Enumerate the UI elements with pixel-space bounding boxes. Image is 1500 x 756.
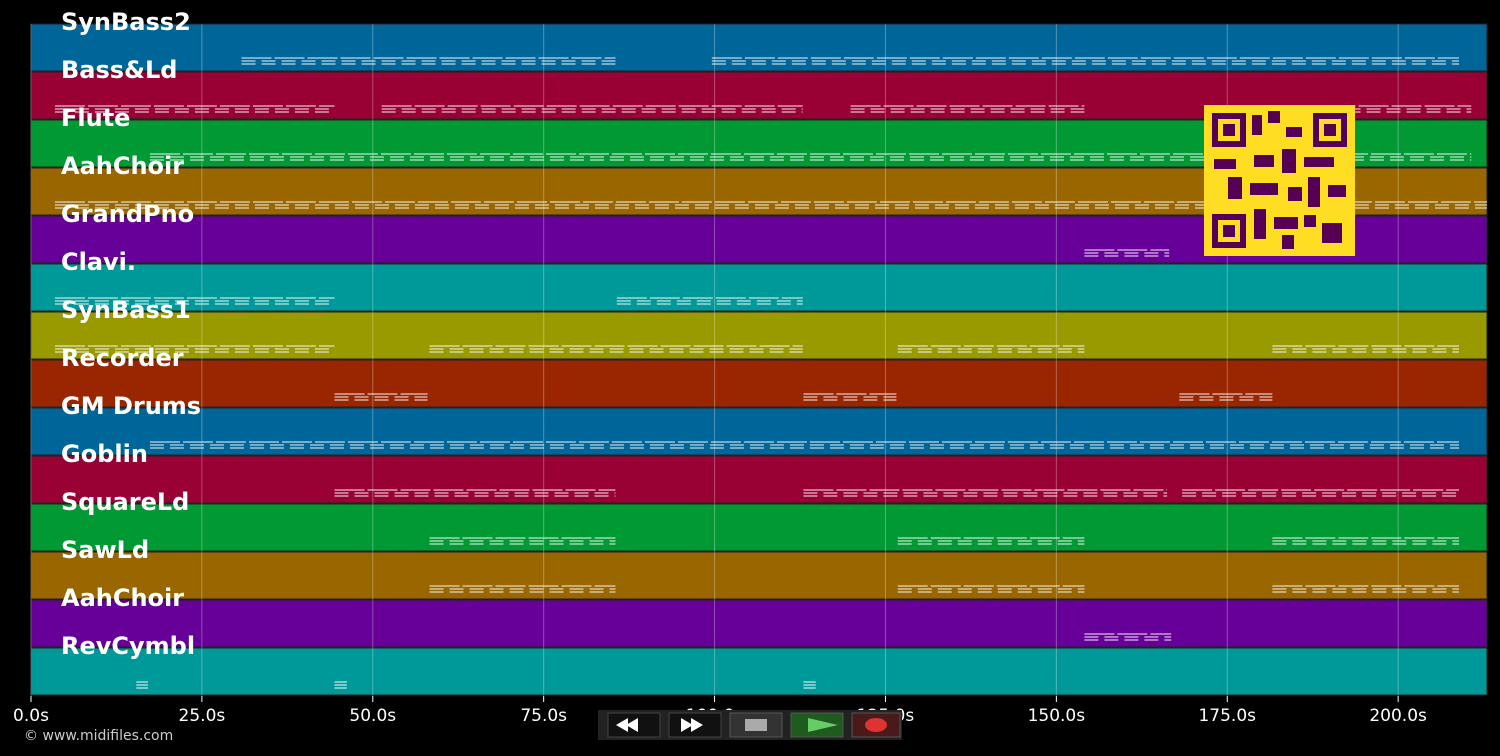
track-row [30,23,1488,72]
tick-label: 75.0s [520,706,567,726]
track-name: GrandPno [61,200,194,228]
track-name: SynBass2 [61,8,191,36]
track-name: SawLd [61,536,149,564]
tick-label: 25.0s [179,706,226,726]
track-row [30,551,1488,600]
track-name: AahChoir [61,152,184,180]
track-name: AahChoir [61,584,184,612]
stop-button[interactable] [729,712,783,738]
track-name: RevCymbl [61,632,195,660]
track-row [30,599,1488,648]
tick-label: 0.0s [13,706,49,726]
track-row [30,311,1488,360]
track-row [30,263,1488,312]
track-name: SquareLd [61,488,189,516]
track-name: Recorder [61,344,184,372]
record-button[interactable] [851,712,901,738]
track-name: Goblin [61,440,148,468]
track-name: Bass&Ld [61,56,177,84]
track-row [30,503,1488,552]
track-row [30,407,1488,456]
track-row [30,359,1488,408]
tick-label: 175.0s [1198,706,1256,726]
transport-controls [598,710,902,740]
tick-label: 50.0s [349,706,396,726]
play-button[interactable] [790,712,844,738]
forward-button[interactable] [668,712,722,738]
track-name: SynBass1 [61,296,191,324]
track-row [30,455,1488,504]
track-name: Clavi. [61,248,136,276]
track-name: Flute [61,104,130,132]
track-name: GM Drums [61,392,201,420]
tick-label: 150.0s [1028,706,1086,726]
footer: © www.midifiles.com [24,728,173,744]
qr-code [1204,105,1355,256]
track-row [30,647,1488,696]
tick-label: 200.0s [1369,706,1427,726]
rewind-button[interactable] [607,712,661,738]
